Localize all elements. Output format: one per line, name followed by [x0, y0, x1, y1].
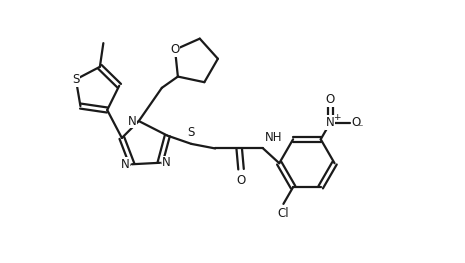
Text: Cl: Cl	[278, 207, 289, 220]
Text: S: S	[187, 126, 195, 139]
Text: N: N	[162, 156, 171, 169]
Text: +: +	[332, 113, 340, 123]
Text: N: N	[121, 158, 130, 171]
Text: S: S	[72, 73, 80, 86]
Text: NH: NH	[265, 131, 282, 144]
Text: O: O	[236, 174, 246, 187]
Text: O: O	[326, 93, 335, 106]
Text: N: N	[128, 114, 137, 128]
Text: O: O	[352, 116, 361, 129]
Text: N: N	[326, 116, 335, 129]
Text: ⁻: ⁻	[358, 123, 363, 133]
Text: O: O	[170, 43, 179, 56]
